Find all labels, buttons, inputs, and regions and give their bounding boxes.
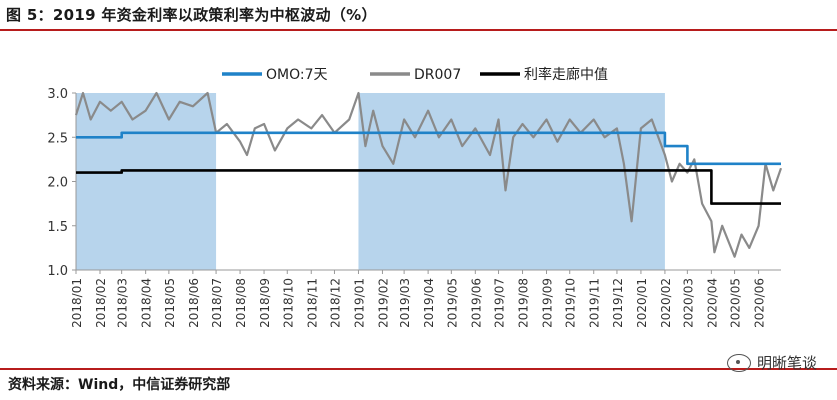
x-tick-label: 2018/08: [234, 278, 248, 328]
series-line-dr007: [74, 91, 783, 258]
chart: OMO:7天 DR007 利率走廊中值 3.0 2.5 2.0 1.5 1.0 2018…: [47, 66, 783, 328]
legend: OMO:7天 DR007 利率走廊中值: [222, 66, 608, 83]
y-tick-label: 2.0: [47, 176, 68, 191]
x-tick-label: 2018/10: [281, 278, 295, 328]
watermark-text: 明晰笔谈: [756, 354, 817, 372]
shaded-region-2: [358, 93, 665, 270]
shaded-regions: [76, 93, 665, 270]
x-tick-label: 2018/03: [116, 278, 130, 328]
x-tick-label: 2019/06: [469, 278, 483, 328]
x-tick-label: 2019/01: [352, 278, 366, 328]
series-line-mid: [76, 169, 781, 205]
x-tick-label: 2018/06: [187, 278, 201, 328]
x-tick-label: 2020/05: [729, 278, 743, 328]
x-tick-label: 2020/02: [659, 278, 673, 328]
legend-label-dr007: DR007: [414, 67, 461, 83]
y-tick-label: 2.5: [47, 131, 68, 146]
x-tick-label: 2020/01: [635, 278, 649, 328]
x-tick-label: 2019/05: [445, 278, 459, 328]
x-tick-label: 2018/04: [140, 278, 154, 328]
legend-label-omo: OMO:7天: [266, 67, 328, 83]
x-tick-label: 2019/10: [564, 278, 578, 328]
x-tick-label: 2019/02: [376, 278, 390, 328]
x-tick-label: 2018/12: [328, 278, 342, 328]
x-tick-label: 2018/11: [305, 278, 319, 328]
bottom-rule: [0, 368, 837, 370]
watermark: 明晰笔谈: [726, 352, 817, 373]
top-rule: [0, 29, 837, 31]
y-tick-label: 3.0: [47, 87, 68, 102]
y-tick-label: 1.0: [47, 264, 68, 279]
x-tick-label: 2020/03: [681, 278, 695, 328]
x-tick-label: 2019/09: [541, 278, 555, 328]
x-tick-label: 2020/06: [753, 278, 767, 328]
x-tick-label: 2019/12: [611, 278, 625, 328]
y-tick-label: 1.5: [47, 220, 68, 235]
x-tick-label: 2019/03: [398, 278, 412, 328]
shaded-region-1: [76, 93, 217, 270]
x-tick-label: 2018/05: [163, 278, 177, 328]
x-axis-ticks: 2018/01 2018/02 2018/03 2018/04 2018/05 2018/…: [70, 270, 767, 328]
x-tick-label: 2018/07: [210, 278, 224, 328]
x-tick-label: 2019/08: [517, 278, 531, 328]
x-tick-label: 2019/07: [493, 278, 507, 328]
x-tick-label: 2018/09: [258, 278, 272, 328]
source-note: 资料来源：Wind，中信证券研究部: [8, 377, 231, 393]
series-line-omo: [76, 131, 781, 166]
x-tick-label: 2019/11: [588, 278, 602, 328]
series-lines: [74, 91, 783, 258]
wechat-icon: [726, 353, 751, 372]
x-tick-label: 2018/01: [70, 278, 84, 328]
x-tick-label: 2020/04: [705, 278, 719, 328]
legend-label-mid: 利率走廊中值: [524, 66, 608, 83]
x-tick-label: 2018/02: [94, 278, 108, 328]
y-axis-ticks: 3.0 2.5 2.0 1.5 1.0: [47, 87, 76, 279]
x-tick-label: 2019/04: [422, 278, 436, 328]
figure-title: 图 5：2019 年资金利率以政策利率为中枢波动（%）: [6, 6, 377, 24]
